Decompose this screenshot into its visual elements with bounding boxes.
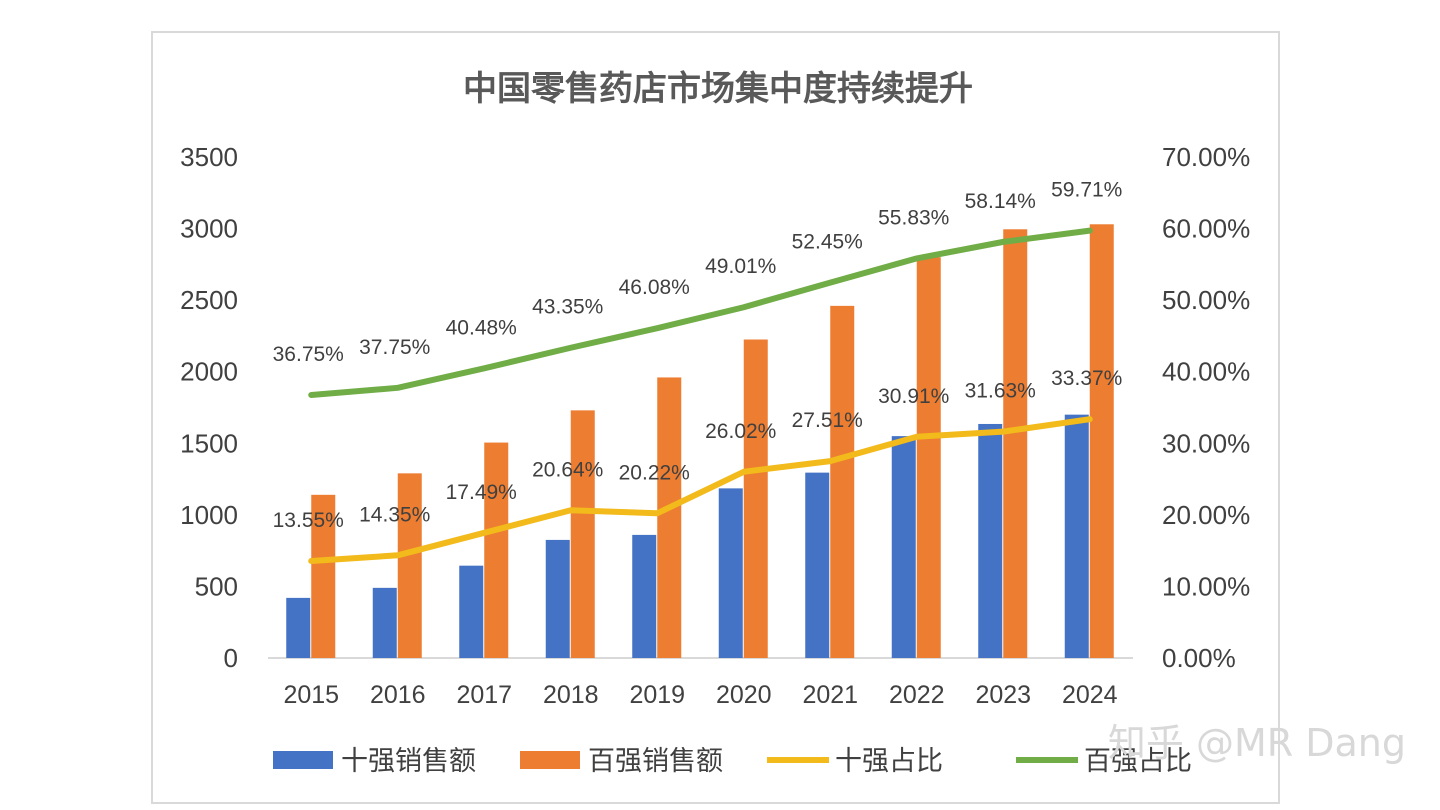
line-top100-share — [308, 227, 1093, 398]
x-tick-label: 2021 — [802, 681, 858, 709]
bar-top10-sales — [372, 587, 397, 658]
bar-top100-sales — [830, 305, 855, 658]
legend-label: 十强销售额 — [341, 746, 476, 777]
bar-top10-sales — [632, 534, 657, 658]
y-left-tick-label: 1000 — [180, 500, 238, 530]
data-label: 46.08% — [619, 276, 690, 299]
legend-swatch — [273, 751, 333, 769]
x-tick-label: 2015 — [283, 681, 339, 709]
data-label: 26.02% — [705, 420, 776, 443]
bar-top10-sales — [718, 488, 743, 658]
data-label: 36.75% — [273, 343, 344, 366]
bar-top100-sales — [311, 494, 336, 658]
data-label: 30.91% — [878, 385, 949, 408]
bar-top10-sales — [545, 539, 570, 658]
bar-top100-sales — [484, 442, 509, 658]
y-right-tick-label: 30.00% — [1162, 428, 1250, 458]
lines — [308, 227, 1093, 565]
y-right-tick-label: 0.00% — [1162, 643, 1236, 673]
data-label: 49.01% — [705, 255, 776, 278]
data-label: 20.64% — [532, 458, 603, 481]
y-left-tick-label: 3500 — [180, 142, 238, 172]
bars — [286, 224, 1114, 658]
x-tick-label: 2019 — [629, 681, 685, 709]
bar-top10-sales — [459, 565, 484, 658]
x-tick-label: 2018 — [543, 681, 599, 709]
bar-top100-sales — [570, 410, 595, 658]
data-label: 20.22% — [619, 461, 690, 484]
legend-label: 百强占比 — [1084, 746, 1192, 777]
data-label: 59.71% — [1051, 179, 1122, 202]
y-left-tick-label: 2000 — [180, 357, 238, 387]
bar-top10-sales — [978, 423, 1003, 658]
y-left-tick-label: 1500 — [180, 428, 238, 458]
legend: 十强销售额 百强销售额 十强占比 百强占比 — [273, 746, 1192, 777]
y-left-tick-label: 3000 — [180, 214, 238, 244]
bar-top10-sales — [286, 597, 311, 658]
data-label: 37.75% — [359, 336, 430, 359]
data-label: 27.51% — [792, 409, 863, 432]
x-tick-label: 2024 — [1062, 681, 1118, 709]
legend-swatch — [520, 751, 580, 769]
data-labels: 13.55% 14.35% 17.49% 20.64% 20.22% 26.02% 27.5… — [273, 179, 1123, 532]
chart-title: 中国零售药店市场集中度持续提升 — [463, 69, 973, 109]
bar-top100-sales — [743, 339, 768, 658]
bar-top100-sales — [916, 257, 941, 658]
data-label: 58.14% — [965, 190, 1036, 213]
data-label: 43.35% — [532, 296, 603, 319]
y-left-tick-label: 500 — [195, 571, 238, 601]
data-label: 14.35% — [359, 503, 430, 526]
data-label: 17.49% — [446, 481, 517, 504]
bar-top100-sales — [1089, 224, 1114, 658]
data-label: 31.63% — [965, 380, 1036, 403]
bar-top10-sales — [805, 472, 830, 658]
data-label: 33.37% — [1051, 367, 1122, 390]
legend-label: 百强销售额 — [588, 746, 723, 777]
x-tick-label: 2016 — [370, 681, 426, 709]
y-left-tick-label: 0 — [224, 643, 238, 673]
y-right-tick-label: 10.00% — [1162, 571, 1250, 601]
data-label: 40.48% — [446, 316, 517, 339]
bar-top10-sales — [1064, 414, 1089, 658]
y-right-tick-label: 60.00% — [1162, 214, 1250, 244]
y-right-tick-label: 50.00% — [1162, 285, 1250, 315]
watermark-text: 知乎 @MR Dang — [1108, 721, 1406, 765]
bar-top100-sales — [397, 473, 422, 658]
y-left-tick-label: 2500 — [180, 285, 238, 315]
x-tick-label: 2017 — [456, 681, 512, 709]
y-right-tick-label: 70.00% — [1162, 142, 1250, 172]
x-tick-label: 2020 — [716, 681, 772, 709]
y-right-tick-label: 20.00% — [1162, 500, 1250, 530]
bar-top100-sales — [1003, 229, 1028, 658]
y-right-tick-label: 40.00% — [1162, 357, 1250, 387]
bar-top10-sales — [891, 436, 916, 658]
data-label: 55.83% — [878, 206, 949, 229]
bar-top100-sales — [657, 377, 682, 658]
x-tick-label: 2022 — [889, 681, 945, 709]
line-top10-share — [308, 416, 1093, 565]
data-label: 13.55% — [273, 509, 344, 532]
x-tick-label: 2023 — [975, 681, 1031, 709]
legend-label: 十强占比 — [835, 746, 943, 777]
data-label: 52.45% — [792, 231, 863, 254]
